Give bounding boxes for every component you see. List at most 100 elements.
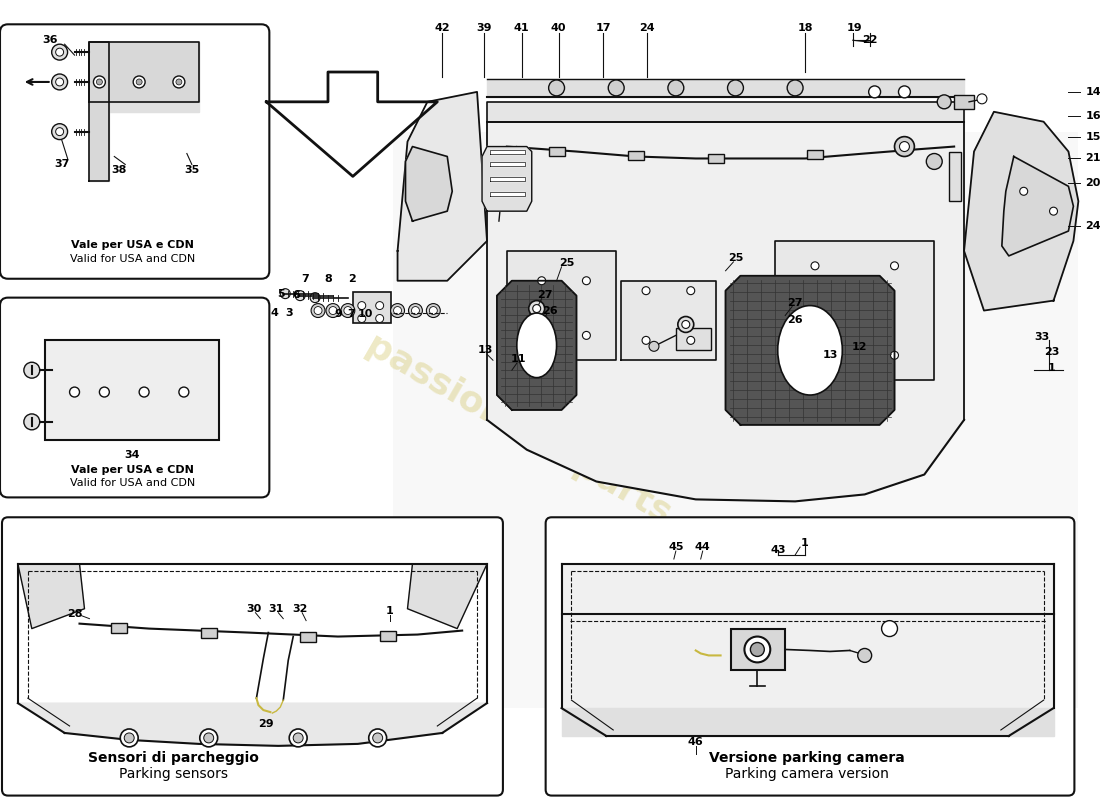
Circle shape [682,321,690,329]
Circle shape [881,621,898,637]
FancyBboxPatch shape [0,24,270,278]
Circle shape [24,414,40,430]
Text: 24: 24 [639,23,654,34]
Circle shape [429,306,438,314]
Circle shape [532,305,541,313]
Circle shape [133,76,145,88]
Circle shape [1049,207,1057,215]
Text: 39: 39 [476,23,492,34]
FancyBboxPatch shape [0,298,270,498]
Bar [111,622,128,633]
Bar [954,95,974,109]
Polygon shape [562,564,1054,708]
Text: 7: 7 [346,309,354,318]
Text: Parking camera version: Parking camera version [725,766,889,781]
Circle shape [376,314,384,322]
Circle shape [315,306,322,314]
Text: 11: 11 [512,354,527,364]
Text: Versione parking camera: Versione parking camera [710,751,905,765]
Text: 15: 15 [1086,132,1100,142]
Circle shape [538,277,546,285]
Text: 44: 44 [695,542,711,552]
Text: 16: 16 [1086,110,1100,121]
Bar [393,132,1078,708]
Text: 23: 23 [1044,347,1059,358]
Polygon shape [407,564,487,629]
Text: 43: 43 [770,545,786,555]
Polygon shape [397,92,487,281]
Circle shape [344,306,352,314]
Text: 6: 6 [293,290,300,300]
Circle shape [179,387,189,397]
Circle shape [204,733,213,743]
Polygon shape [487,79,964,97]
Text: 3: 3 [285,307,293,318]
Text: 31: 31 [268,604,284,614]
Circle shape [529,301,544,317]
Circle shape [891,351,899,359]
Polygon shape [497,281,576,410]
Circle shape [295,290,305,301]
Text: 21: 21 [1086,154,1100,163]
Circle shape [326,303,340,318]
Text: 12: 12 [852,342,868,352]
Ellipse shape [778,306,843,395]
Text: Parking sensors: Parking sensors [120,766,229,781]
Text: 25: 25 [728,253,744,263]
Text: 2: 2 [348,274,355,284]
Bar [353,292,390,323]
Text: eurocars
passion for parts shop: eurocars passion for parts shop [360,294,793,586]
Bar [730,629,785,670]
Text: 45: 45 [668,542,683,552]
Polygon shape [726,276,894,425]
Text: 18: 18 [798,23,813,34]
Circle shape [294,733,304,743]
Circle shape [329,306,337,314]
Circle shape [341,303,355,318]
Polygon shape [89,42,199,102]
Circle shape [408,303,422,318]
Text: 35: 35 [184,166,199,175]
Circle shape [869,86,881,98]
Polygon shape [89,42,109,182]
Text: 7: 7 [301,274,309,284]
Text: Valid for USA and CDN: Valid for USA and CDN [69,478,195,489]
Circle shape [900,142,910,151]
Circle shape [52,74,67,90]
Text: 24: 24 [1086,221,1100,231]
FancyBboxPatch shape [2,518,503,795]
Circle shape [686,336,695,344]
Text: Vale per USA e CDN: Vale per USA e CDN [70,465,194,474]
Circle shape [394,306,402,314]
Bar [675,329,711,350]
Circle shape [1020,187,1027,195]
Text: 1: 1 [801,538,808,548]
Circle shape [538,331,546,339]
Text: 13: 13 [477,346,493,355]
Polygon shape [621,281,716,360]
Polygon shape [562,708,1054,736]
Circle shape [686,286,695,294]
Circle shape [376,302,384,310]
Polygon shape [487,102,964,122]
Text: 41: 41 [514,23,529,34]
Circle shape [280,289,290,298]
Text: Vale per USA e CDN: Vale per USA e CDN [70,240,194,250]
Circle shape [411,306,419,314]
Polygon shape [964,112,1078,310]
Circle shape [52,44,67,60]
Text: 27: 27 [788,298,803,307]
Circle shape [173,76,185,88]
Text: 32: 32 [293,604,308,614]
Text: 1: 1 [1047,363,1055,373]
Circle shape [788,80,803,96]
Bar [45,340,219,440]
Circle shape [358,302,366,310]
Text: Valid for USA and CDN: Valid for USA and CDN [69,254,195,264]
Polygon shape [507,251,616,360]
Circle shape [139,387,150,397]
Polygon shape [487,122,964,502]
Bar [549,146,564,157]
Circle shape [858,649,871,662]
Text: 28: 28 [67,609,82,618]
